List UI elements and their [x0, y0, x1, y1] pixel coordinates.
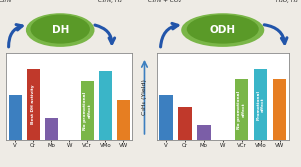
Ellipse shape	[187, 15, 259, 44]
Bar	[81, 81, 94, 140]
Text: No promotional
effect: No promotional effect	[237, 91, 246, 129]
Bar	[178, 107, 192, 140]
Bar	[8, 95, 22, 140]
Text: C₃H₈: C₃H₈	[0, 0, 12, 3]
Bar	[254, 69, 267, 140]
Bar	[235, 79, 248, 140]
Bar	[45, 118, 58, 140]
Text: C₃H₈ + CO₂: C₃H₈ + CO₂	[148, 0, 181, 3]
Text: No promotional
effect: No promotional effect	[83, 92, 92, 130]
Text: C₃H₆ (Yield): C₃H₆ (Yield)	[142, 79, 147, 115]
Bar	[197, 125, 211, 140]
Bar	[159, 95, 173, 140]
Text: C₂H₆, CO,
H₂O, H₂: C₂H₆, CO, H₂O, H₂	[270, 0, 297, 3]
Ellipse shape	[181, 13, 264, 47]
Bar	[273, 79, 286, 140]
Text: Best DH activity: Best DH activity	[31, 85, 35, 124]
Text: DH: DH	[51, 25, 69, 35]
Text: ODH: ODH	[210, 25, 236, 35]
Text: C₃H₆, H₂: C₃H₆, H₂	[98, 0, 122, 3]
Bar	[99, 71, 112, 140]
Bar	[117, 100, 130, 140]
Bar	[26, 69, 40, 140]
Ellipse shape	[30, 15, 90, 44]
Text: Promotional
effect: Promotional effect	[256, 90, 265, 120]
Ellipse shape	[26, 13, 95, 47]
